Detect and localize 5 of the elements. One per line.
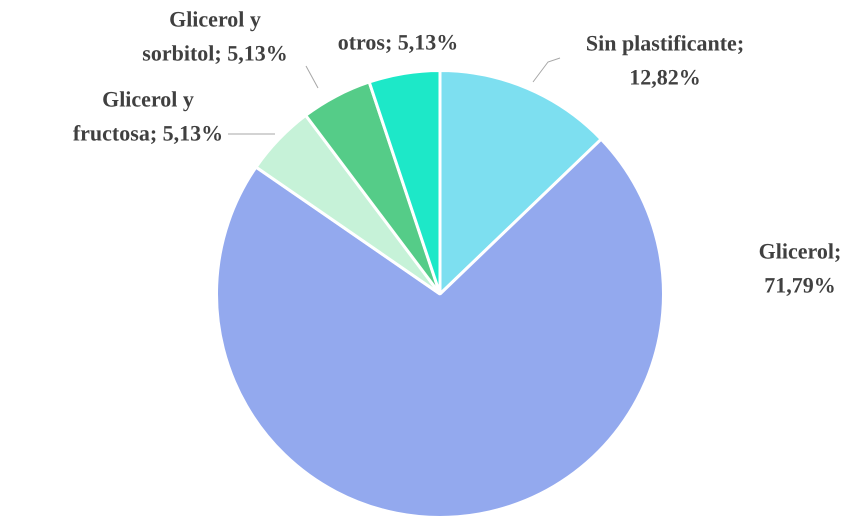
slice-label: Glicerol y sorbitol; 5,13% [142, 6, 288, 66]
slice-label: otros; 5,13% [338, 30, 458, 55]
slice-label: Sin plastificante; 12,82% [586, 30, 744, 90]
slice-label: Glicerol y fructosa; 5,13% [72, 86, 224, 146]
slice-label: Glicerol; 71,79% [758, 238, 842, 298]
